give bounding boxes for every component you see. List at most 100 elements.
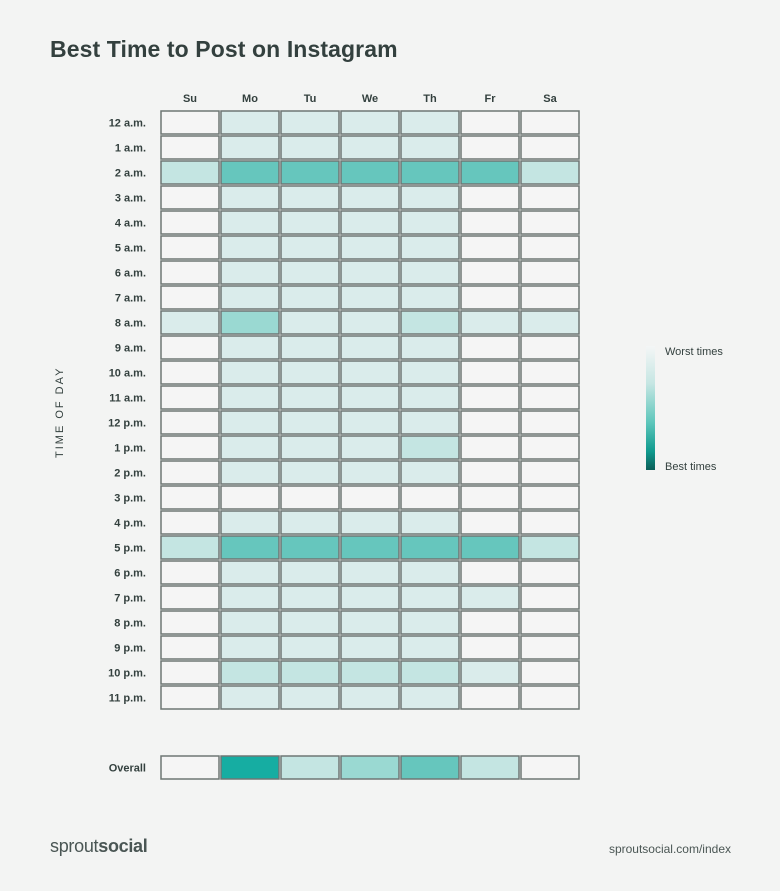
heatmap-cell <box>460 360 520 385</box>
heatmap-cell <box>220 110 280 135</box>
heatmap-cell <box>340 435 400 460</box>
heatmap-cell <box>280 410 340 435</box>
heatmap-cell <box>340 410 400 435</box>
heatmap-cell <box>340 560 400 585</box>
hour-label: 2 a.m. <box>115 168 146 180</box>
heatmap-cell <box>340 485 400 510</box>
hour-label: 5 p.m. <box>114 543 146 555</box>
heatmap-cell <box>220 510 280 535</box>
heatmap-cell <box>280 585 340 610</box>
day-label: Mo <box>242 93 258 105</box>
heatmap-cell <box>340 460 400 485</box>
hour-label: 10 p.m. <box>108 668 146 680</box>
heatmap-cell <box>220 585 280 610</box>
heatmap-cell <box>280 460 340 485</box>
hour-label: 4 p.m. <box>114 518 146 530</box>
heatmap-cell <box>220 360 280 385</box>
heatmap-cell <box>340 110 400 135</box>
heatmap-cell <box>400 110 460 135</box>
heatmap-cell <box>520 110 580 135</box>
heatmap-cell <box>220 410 280 435</box>
heatmap-cell <box>280 160 340 185</box>
heatmap-cell <box>520 485 580 510</box>
heatmap-cell <box>520 510 580 535</box>
heatmap-cell <box>340 685 400 710</box>
hour-label: 6 p.m. <box>114 568 146 580</box>
heatmap-cell <box>460 335 520 360</box>
heatmap-cell <box>520 160 580 185</box>
heatmap-cell <box>460 510 520 535</box>
overall-cell <box>340 755 400 780</box>
heatmap-cell <box>340 335 400 360</box>
heatmap-cell <box>460 210 520 235</box>
brand-logo: sproutsocial <box>50 836 148 857</box>
heatmap-cell <box>400 585 460 610</box>
hour-label: 11 a.m. <box>109 393 146 405</box>
heatmap-cell <box>280 610 340 635</box>
heatmap-cell <box>460 635 520 660</box>
heatmap-cell <box>340 260 400 285</box>
heatmap-cell <box>460 285 520 310</box>
heatmap-cell <box>400 285 460 310</box>
day-label: Su <box>183 93 197 105</box>
heatmap-cell <box>400 185 460 210</box>
heatmap-cell <box>160 185 220 210</box>
heatmap-cell <box>160 685 220 710</box>
heatmap-cell <box>220 135 280 160</box>
heatmap-cell <box>400 460 460 485</box>
heatmap-cell <box>160 635 220 660</box>
heatmap-cell <box>460 685 520 710</box>
heatmap-cell <box>340 285 400 310</box>
heatmap-cell <box>520 535 580 560</box>
source-url: sproutsocial.com/index <box>608 842 731 856</box>
heatmap-cell <box>280 185 340 210</box>
heatmap-cell <box>460 310 520 335</box>
heatmap-cell <box>520 585 580 610</box>
heatmap-cell <box>220 185 280 210</box>
heatmap-cell <box>520 385 580 410</box>
heatmap-cell <box>340 235 400 260</box>
hour-label: 7 p.m. <box>114 593 146 605</box>
legend-best-label: Best times <box>665 461 717 473</box>
heatmap-cell <box>280 335 340 360</box>
heatmap-cell <box>220 635 280 660</box>
heatmap-cell <box>160 460 220 485</box>
heatmap-cell <box>280 210 340 235</box>
day-label: Tu <box>304 93 317 105</box>
heatmap-cell <box>400 310 460 335</box>
heatmap-cell <box>220 560 280 585</box>
heatmap-cell <box>340 510 400 535</box>
hour-label: 6 a.m. <box>115 268 146 280</box>
heatmap-cell <box>340 160 400 185</box>
day-label: We <box>362 93 378 105</box>
hour-label: 4 a.m. <box>115 218 146 230</box>
y-axis-title: TIME OF DAY <box>54 366 66 458</box>
heatmap-cell <box>280 285 340 310</box>
heatmap-cell <box>160 585 220 610</box>
overall-cell <box>220 755 280 780</box>
heatmap-cell <box>400 660 460 685</box>
heatmap-cell <box>280 535 340 560</box>
heatmap-cell <box>280 560 340 585</box>
hour-label: 1 a.m. <box>115 143 146 155</box>
heatmap-cell <box>520 435 580 460</box>
hour-label: 1 p.m. <box>114 443 146 455</box>
legend-worst-label: Worst times <box>665 346 723 358</box>
heatmap-cell <box>160 560 220 585</box>
heatmap-cell <box>400 385 460 410</box>
heatmap-cell <box>280 310 340 335</box>
heatmap-cell <box>460 585 520 610</box>
heatmap-cell <box>520 260 580 285</box>
overall-cell <box>160 755 220 780</box>
heatmap-cell <box>460 185 520 210</box>
heatmap-cell <box>160 335 220 360</box>
heatmap-cell <box>460 460 520 485</box>
heatmap-cell <box>460 410 520 435</box>
heatmap-cell <box>160 110 220 135</box>
brand-light-text: sprout <box>50 836 99 856</box>
heatmap-cell <box>220 285 280 310</box>
heatmap-cell <box>160 260 220 285</box>
hour-label: 2 p.m. <box>114 468 146 480</box>
overall-cell <box>280 755 340 780</box>
